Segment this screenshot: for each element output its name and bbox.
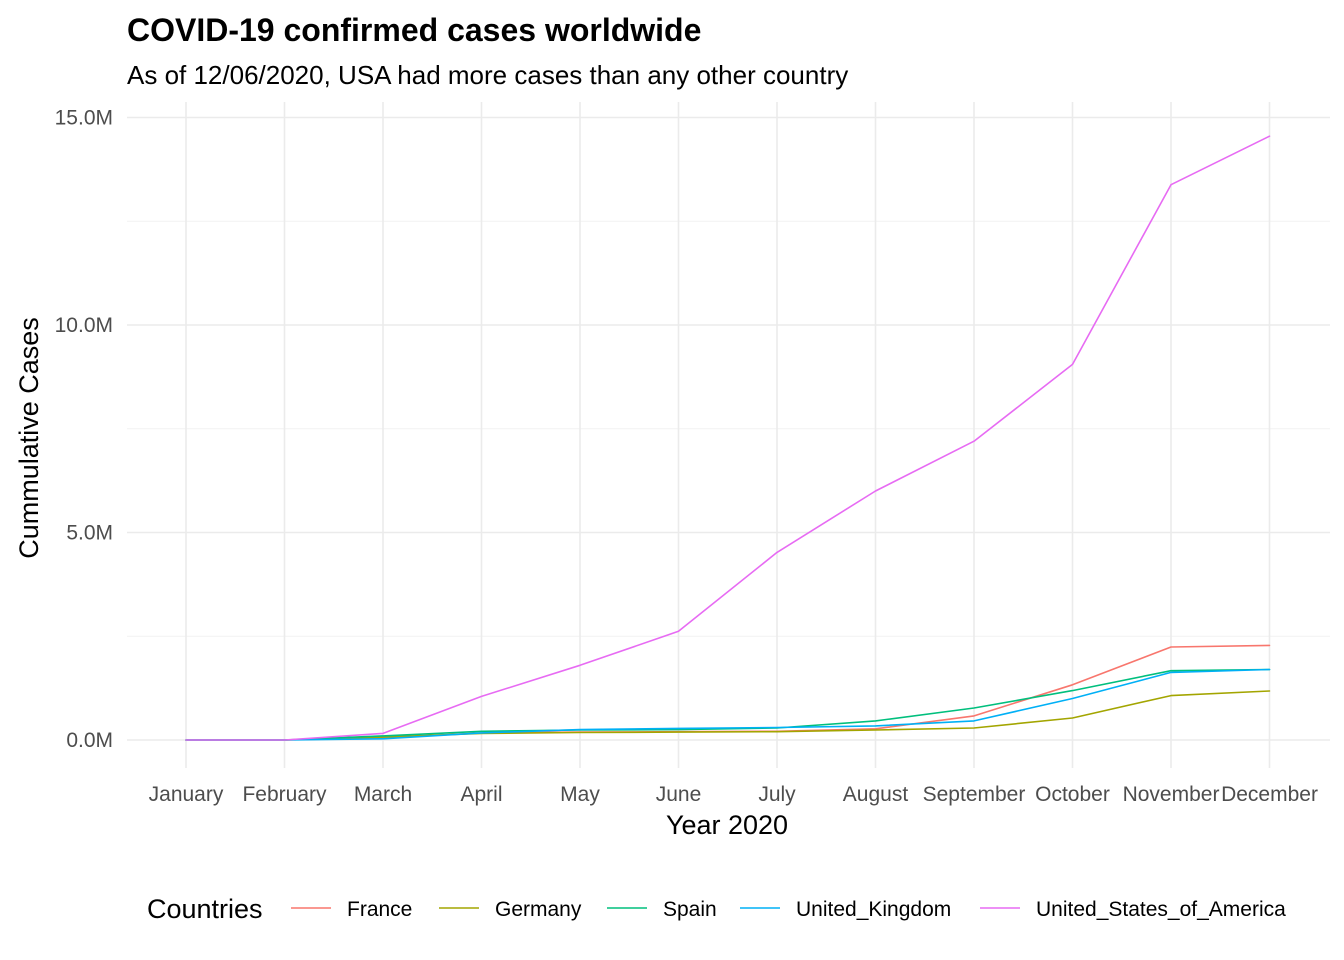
series-line-united-kingdom bbox=[185, 668, 1271, 741]
series-line-france bbox=[185, 644, 1271, 741]
legend-label: France bbox=[347, 898, 412, 921]
x-tick-label: May bbox=[560, 783, 600, 806]
x-tick-label: November bbox=[1123, 783, 1220, 806]
x-tick-label: February bbox=[242, 783, 327, 806]
chart-subtitle: As of 12/06/2020, USA had more cases tha… bbox=[127, 60, 848, 90]
y-axis-title: Cummulative Cases bbox=[14, 317, 44, 559]
x-tick-label: March bbox=[354, 783, 412, 806]
x-tick-label: August bbox=[843, 783, 909, 806]
x-tick-label: September bbox=[923, 783, 1026, 806]
series-lines bbox=[185, 135, 1271, 741]
y-axis-ticks: 0.0M 5.0M 10.0M 15.0M bbox=[55, 107, 113, 753]
x-tick-label: October bbox=[1035, 783, 1110, 806]
legend-label: United_States_of_America bbox=[1036, 898, 1286, 921]
y-tick-label: 0.0M bbox=[66, 729, 113, 752]
gridlines bbox=[127, 102, 1330, 768]
x-tick-label: July bbox=[758, 783, 796, 806]
series-line-spain bbox=[185, 668, 1271, 741]
x-tick-label: January bbox=[149, 783, 224, 806]
legend: Countries France Germany Spain United_Kingd… bbox=[147, 894, 1286, 924]
y-tick-label: 5.0M bbox=[66, 522, 113, 545]
x-tick-label: April bbox=[460, 783, 502, 806]
legend-title: Countries bbox=[147, 894, 263, 924]
x-tick-label: June bbox=[656, 783, 702, 806]
y-tick-label: 10.0M bbox=[55, 314, 113, 337]
y-tick-label: 15.0M bbox=[55, 107, 113, 130]
legend-label: Spain bbox=[663, 898, 717, 921]
series-line-germany bbox=[185, 690, 1271, 741]
chart-title: COVID-19 confirmed cases worldwide bbox=[127, 12, 701, 48]
x-axis-title: Year 2020 bbox=[666, 810, 788, 840]
x-axis-ticks: January February March April May June July Augu… bbox=[149, 783, 1318, 806]
legend-label: United_Kingdom bbox=[796, 898, 951, 921]
series-line-united-states-of-america bbox=[185, 135, 1271, 741]
legend-label: Germany bbox=[495, 898, 582, 921]
x-tick-label: December bbox=[1221, 783, 1318, 806]
